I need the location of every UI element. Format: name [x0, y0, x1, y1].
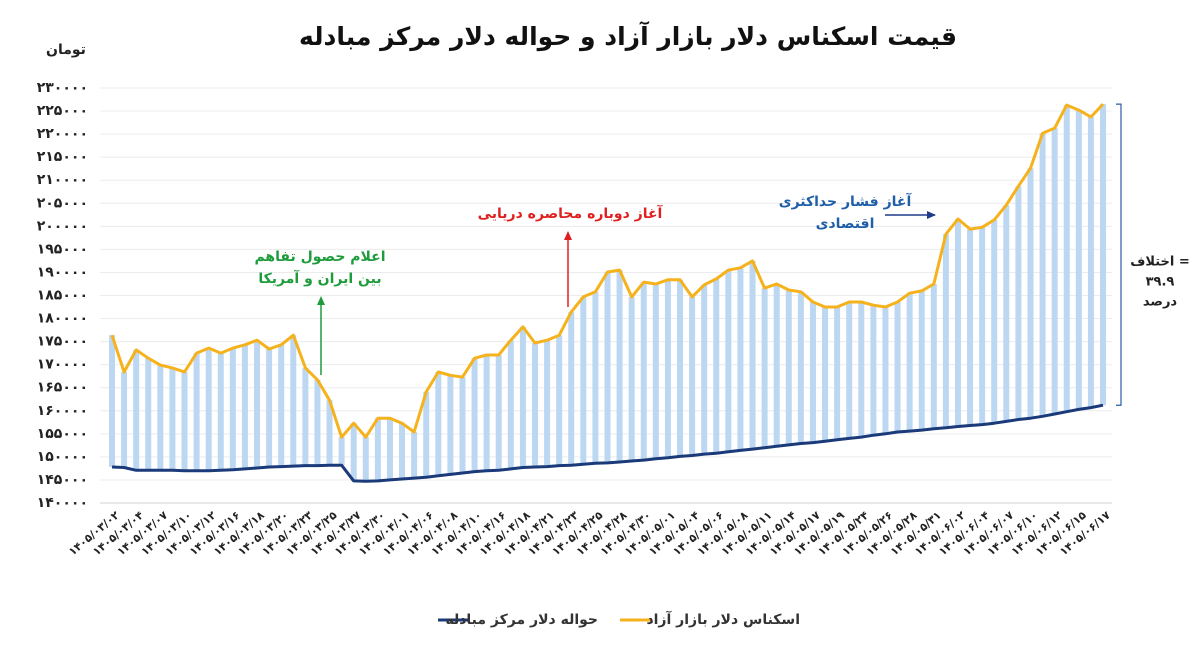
arrowhead: [564, 231, 572, 240]
plot-area: ۱۴۰۰۰۰ ۱۴۵۰۰۰ ۱۵۰۰۰۰ ۱۵۵۰۰۰ ۱۶۰۰۰۰ ۱۶۵۰۰۰ ۱۷۰۰…: [37, 80, 1122, 558]
y-tick-label: ۲۲۰۰۰۰: [37, 126, 88, 142]
annotation-text: بین ایران و آمریکا: [258, 269, 381, 287]
difference-label: اختلاف =: [1130, 255, 1190, 270]
y-tick-label: ۲۲۵۰۰۰: [37, 103, 88, 119]
y-tick-label: ۲۰۵۰۰۰: [37, 195, 88, 211]
difference-bracket: [1116, 103, 1122, 406]
annotation-text: اعلام حصول تفاهم: [254, 249, 385, 265]
annotation-arrows: [317, 211, 936, 375]
y-axis-label: تومان: [46, 42, 86, 58]
y-tick-label: ۲۱۵۰۰۰: [37, 149, 88, 165]
difference-label: ۳۹.۹: [1146, 275, 1175, 290]
legend-label: حواله دلار مرکز مبادله: [445, 612, 598, 628]
arrowhead: [317, 296, 325, 305]
y-tick-label: ۱۴۰۰۰۰: [37, 495, 88, 511]
y-tick-label: ۱۸۰۰۰۰: [37, 311, 88, 327]
annotation-text: آغاز فشار حداکثری: [779, 192, 913, 210]
series-line: [111, 403, 1104, 483]
y-tick-label: ۱۹۰۰۰۰: [37, 264, 88, 280]
y-tick-label: ۱۷۰۰۰۰: [37, 357, 88, 373]
annotation-text: آغاز دوباره محاصره دریایی: [478, 204, 664, 222]
y-tick-label: ۲۳۰۰۰۰: [37, 80, 88, 96]
y-tick-label: ۱۴۵۰۰۰: [37, 472, 88, 488]
annotation-text: اقتصادی: [816, 216, 875, 232]
chart-title: قیمت اسکناس دلار بازار آزاد و حواله دلار…: [299, 21, 957, 52]
y-tick-label: ۱۷۵۰۰۰: [37, 334, 88, 350]
y-tick-label: ۱۵۰۰۰۰: [37, 449, 88, 465]
series-line: [110, 103, 1105, 439]
y-tick-label: ۱۶۵۰۰۰: [37, 380, 88, 396]
y-tick-label: ۱۶۰۰۰۰: [37, 403, 88, 419]
y-tick-label: ۱۹۵۰۰۰: [37, 241, 88, 257]
y-tick-label: ۱۸۵۰۰۰: [37, 288, 88, 304]
y-tick-label: ۲۰۰۰۰۰: [37, 218, 88, 234]
legend-label: اسکناس دلار بازار آزاد: [646, 610, 800, 628]
y-tick-label: ۱۵۵۰۰۰: [37, 426, 88, 442]
arrowhead: [927, 211, 936, 219]
y-tick-label: ۲۱۰۰۰۰: [37, 172, 88, 188]
difference-label: درصد: [1143, 295, 1178, 310]
